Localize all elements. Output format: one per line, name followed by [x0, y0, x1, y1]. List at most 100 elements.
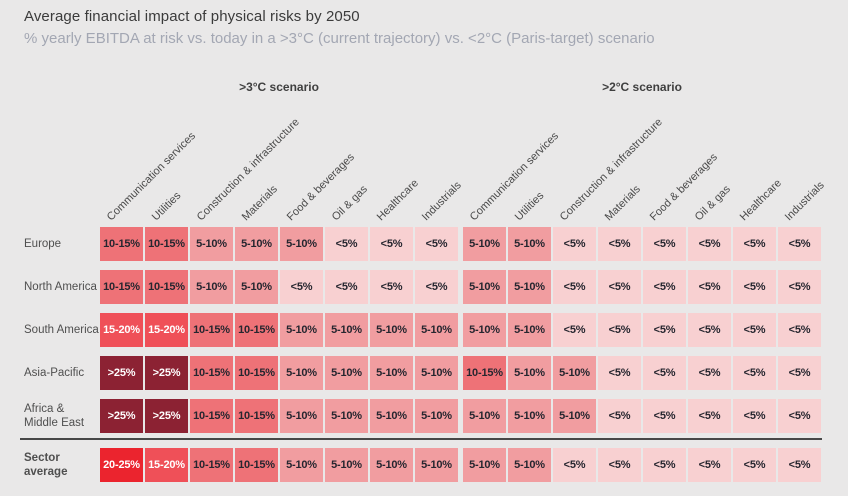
heatmap-cell: 5-10%: [280, 448, 323, 482]
heatmap-cell: <5%: [778, 448, 821, 482]
heatmap-cell: <5%: [643, 448, 686, 482]
heatmap-cell: >25%: [100, 399, 143, 433]
heatmap-cell: <5%: [778, 313, 821, 347]
heatmap-cell: <5%: [733, 313, 776, 347]
heatmap-cell: 10-15%: [190, 399, 233, 433]
heatmap-cell: 10-15%: [190, 313, 233, 347]
chart-subtitle: % yearly EBITDA at risk vs. today in a >…: [24, 30, 655, 47]
heatmap-cell: <5%: [733, 356, 776, 390]
heatmap-cell: 5-10%: [508, 448, 551, 482]
row-label: South America: [24, 324, 99, 336]
heatmap-cell: <5%: [688, 313, 731, 347]
heatmap-cell: <5%: [688, 356, 731, 390]
row-label: Asia-Pacific: [24, 367, 85, 379]
heatmap-cell: 5-10%: [415, 313, 458, 347]
heatmap-cell: <5%: [598, 356, 641, 390]
heatmap-cell: 10-15%: [235, 448, 278, 482]
heatmap-cell: <5%: [598, 313, 641, 347]
heatmap-cell: <5%: [688, 227, 731, 261]
heatmap-cell: 5-10%: [325, 399, 368, 433]
heatmap-cell: 5-10%: [325, 356, 368, 390]
heatmap-cell: 5-10%: [553, 356, 596, 390]
heatmap-cell: <5%: [553, 270, 596, 304]
heatmap-cell: 15-20%: [145, 313, 188, 347]
heatmap-cell: <5%: [688, 448, 731, 482]
heatmap-cell: 5-10%: [415, 399, 458, 433]
heatmap-cell: <5%: [643, 399, 686, 433]
heatmap-cell: <5%: [415, 270, 458, 304]
column-label: Healthcare: [737, 177, 784, 224]
heatmap-cell: <5%: [415, 227, 458, 261]
heatmap-cell: 5-10%: [370, 356, 413, 390]
heatmap-cell: 10-15%: [235, 399, 278, 433]
column-label: Communication services: [467, 130, 562, 224]
heatmap-cell: 5-10%: [280, 399, 323, 433]
row-label: Europe: [24, 238, 62, 250]
heatmap-cell: <5%: [598, 270, 641, 304]
heatmap-cell: 5-10%: [415, 356, 458, 390]
heatmap-cell: <5%: [778, 356, 821, 390]
heatmap-cell: 5-10%: [370, 313, 413, 347]
heatmap-cell: 5-10%: [463, 448, 506, 482]
heatmap-cell: <5%: [370, 270, 413, 304]
row-label: North America: [24, 281, 97, 293]
heatmap-cell: <5%: [733, 227, 776, 261]
scenario-header-2c: >2°C scenario: [602, 80, 682, 94]
heatmap-cell: 5-10%: [235, 270, 278, 304]
heatmap-cell: <5%: [643, 270, 686, 304]
column-label: Industrials: [419, 179, 464, 224]
heatmap-cell: 5-10%: [553, 399, 596, 433]
heatmap-cell: 5-10%: [463, 227, 506, 261]
heatmap-cell: 20-25%: [100, 448, 143, 482]
heatmap-cell: 5-10%: [508, 399, 551, 433]
heatmap-cell: 5-10%: [190, 270, 233, 304]
column-label: Healthcare: [374, 177, 421, 224]
row-label: Sector average: [24, 452, 68, 478]
heatmap-cell: <5%: [688, 270, 731, 304]
heatmap-cell: <5%: [733, 270, 776, 304]
heatmap-cell: 5-10%: [415, 448, 458, 482]
heatmap-cell: <5%: [325, 227, 368, 261]
heatmap-cell: 10-15%: [145, 270, 188, 304]
heatmap-cell: 10-15%: [100, 227, 143, 261]
heatmap-cell: 5-10%: [463, 270, 506, 304]
column-label: Materials: [239, 183, 280, 224]
column-label: Utilities: [149, 189, 184, 224]
heatmap-cell: 5-10%: [508, 270, 551, 304]
heatmap-cell: 10-15%: [190, 356, 233, 390]
heatmap-cell: 5-10%: [370, 448, 413, 482]
column-label: Materials: [602, 183, 643, 224]
heatmap-cell: <5%: [778, 399, 821, 433]
heatmap-cell: 5-10%: [463, 313, 506, 347]
heatmap-cell: <5%: [553, 313, 596, 347]
heatmap-cell: 5-10%: [280, 356, 323, 390]
chart-title: Average financial impact of physical ris…: [24, 8, 360, 25]
column-label: Utilities: [512, 189, 547, 224]
heatmap-cell: 5-10%: [508, 313, 551, 347]
heatmap-cell: >25%: [145, 356, 188, 390]
column-label: Oil & gas: [692, 183, 733, 224]
heatmap-cell: 10-15%: [235, 313, 278, 347]
heatmap-cell: 10-15%: [190, 448, 233, 482]
heatmap-cell: <5%: [553, 227, 596, 261]
heatmap-cell: <5%: [553, 448, 596, 482]
column-label: Oil & gas: [329, 183, 370, 224]
heatmap-cell: <5%: [325, 270, 368, 304]
heatmap-cell: 5-10%: [508, 227, 551, 261]
heatmap-cell: 10-15%: [463, 356, 506, 390]
heatmap-cell: >25%: [100, 356, 143, 390]
heatmap-cell: <5%: [733, 399, 776, 433]
heatmap-cell: 5-10%: [370, 399, 413, 433]
heatmap-cell: <5%: [688, 399, 731, 433]
heatmap-cell: 5-10%: [508, 356, 551, 390]
column-label: Communication services: [104, 130, 199, 224]
heatmap-cell: <5%: [598, 227, 641, 261]
heatmap-cell: <5%: [643, 356, 686, 390]
heatmap-cell: 15-20%: [100, 313, 143, 347]
heatmap-cell: 5-10%: [280, 313, 323, 347]
heatmap-cell: 5-10%: [325, 448, 368, 482]
heatmap-cell: <5%: [733, 448, 776, 482]
heatmap-cell: 5-10%: [325, 313, 368, 347]
heatmap-cell: 5-10%: [190, 227, 233, 261]
